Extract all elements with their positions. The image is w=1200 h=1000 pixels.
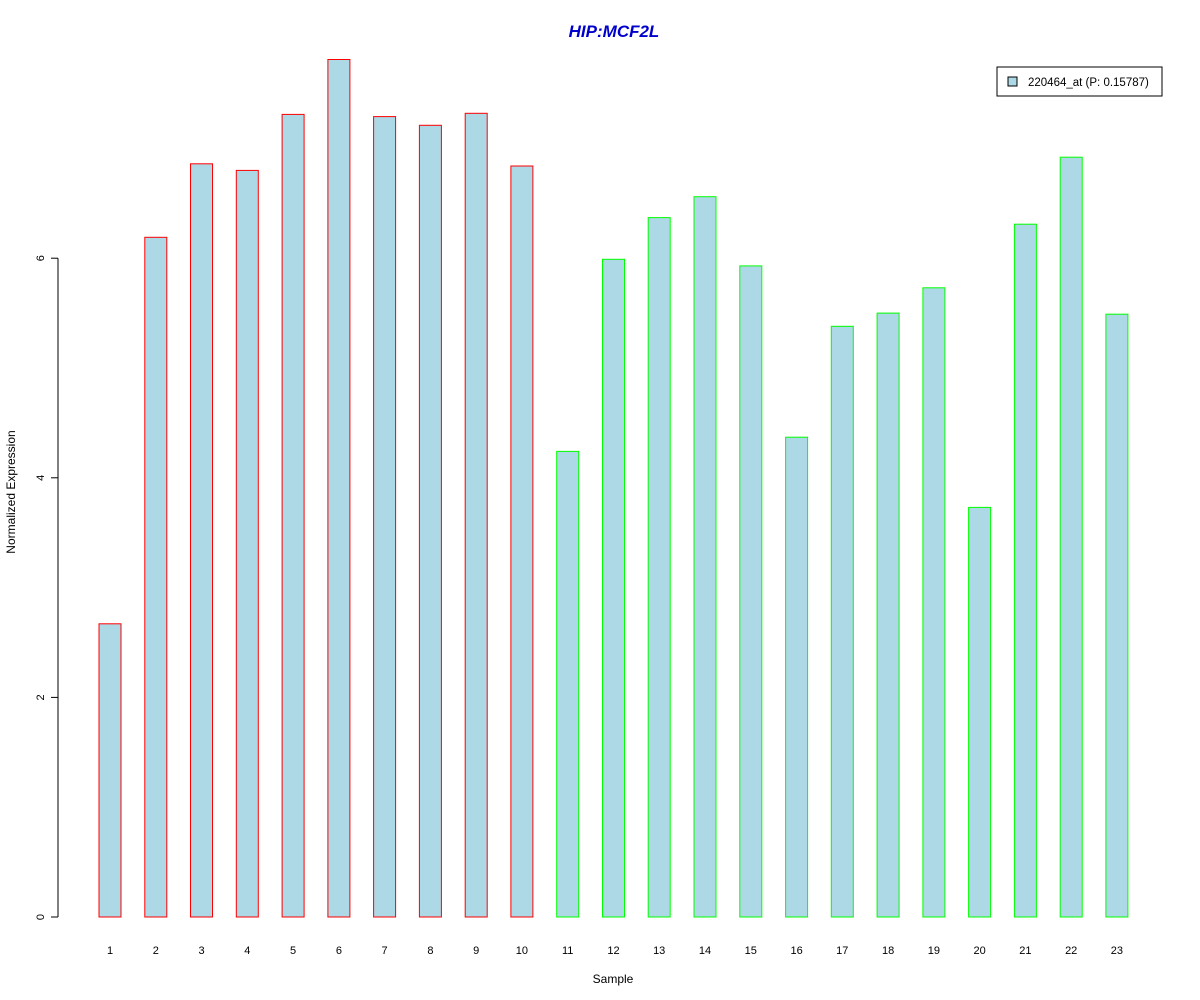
bar-sample-22: [1059, 156, 1083, 918]
bar-sample-15: [739, 265, 763, 918]
x-tick-label: 1: [107, 945, 113, 957]
x-tick-label: 11: [562, 945, 573, 957]
bar-sample-2: [144, 236, 168, 918]
bar-sample-1: [98, 623, 122, 918]
x-tick-label: 5: [290, 945, 296, 957]
bar-sample-21: [1013, 223, 1037, 918]
x-tick-label: 16: [790, 945, 802, 957]
x-tick-label: 19: [928, 945, 940, 957]
bar-sample-17: [830, 325, 854, 918]
x-tick-labels: 1 2 3 4 5 6 7 8 9 10 11 12 13 14 15 16 17 18 19 20 21 22 23: [107, 945, 1123, 957]
bar-sample-8: [418, 124, 442, 918]
bar-sample-3: [190, 163, 213, 918]
x-tick-label: 22: [1065, 945, 1077, 957]
x-tick-label: 14: [699, 945, 711, 957]
bar-sample-18: [876, 312, 900, 918]
x-tick-label: 3: [198, 945, 204, 957]
bar-sample-4: [235, 169, 259, 918]
x-tick-label: 2: [153, 945, 159, 957]
bar-sample-12: [602, 258, 625, 918]
bar-sample-13: [647, 217, 671, 918]
bar-sample-6: [327, 59, 351, 918]
bar-sample-23: [1105, 313, 1129, 918]
x-tick-label: 21: [1019, 945, 1031, 957]
legend-box: [996, 66, 1163, 97]
bar-sample-5: [281, 113, 305, 918]
x-tick-label: 7: [382, 945, 388, 957]
y-tick-label: 2: [35, 694, 47, 700]
bars-group: [98, 59, 1129, 918]
chart-title: HIP:MCF2L: [569, 22, 660, 41]
bar-sample-10: [510, 165, 534, 918]
y-axis-label: Normalized Expression: [4, 430, 18, 553]
y-axis: 0 2 4 6: [35, 255, 59, 920]
x-tick-label: 23: [1111, 945, 1123, 957]
legend: 220464_at (P: 0.15787): [996, 66, 1163, 97]
legend-label: 220464_at (P: 0.15787): [1028, 77, 1149, 89]
x-tick-label: 8: [427, 945, 433, 957]
x-tick-label: 17: [836, 945, 848, 957]
x-tick-label: 12: [607, 945, 619, 957]
bar-sample-16: [785, 436, 809, 918]
bar-sample-11: [556, 450, 580, 918]
x-tick-label: 6: [336, 945, 342, 957]
bar-sample-19: [922, 287, 946, 918]
y-tick-label: 4: [35, 475, 47, 481]
x-tick-label: 10: [516, 945, 528, 957]
bar-sample-14: [693, 196, 717, 918]
y-tick-label: 6: [35, 255, 47, 261]
bar-sample-20: [968, 506, 992, 918]
legend-swatch: [1007, 76, 1018, 87]
x-tick-label: 9: [473, 945, 479, 957]
bar-sample-7: [373, 116, 397, 918]
x-tick-label: 13: [653, 945, 665, 957]
x-tick-label: 4: [244, 945, 250, 957]
x-tick-label: 20: [973, 945, 985, 957]
x-axis-label: Sample: [593, 972, 634, 986]
bar-sample-9: [464, 112, 488, 918]
x-tick-label: 15: [745, 945, 757, 957]
y-tick-label: 0: [35, 914, 47, 920]
x-tick-label: 18: [882, 945, 894, 957]
